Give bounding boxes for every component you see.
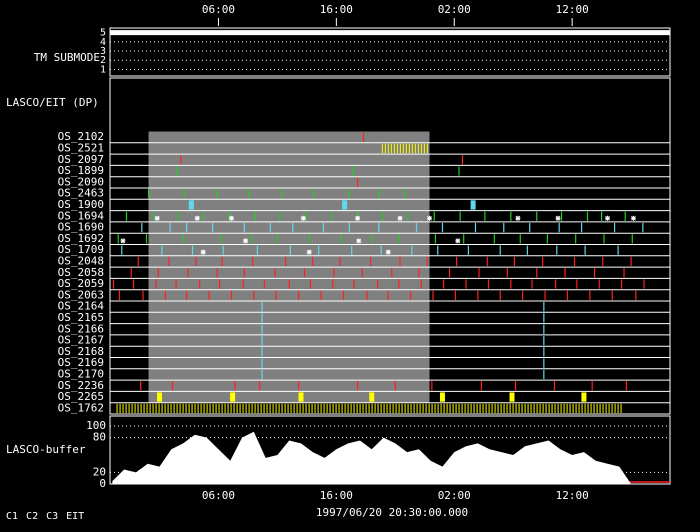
x-tick-label: 06:00 <box>202 489 235 502</box>
eit-star <box>306 249 312 255</box>
x-tick-label: 02:00 <box>438 3 471 16</box>
eit-star <box>555 215 561 221</box>
row-label: OS_2058 <box>58 266 104 279</box>
eit-star <box>397 215 403 221</box>
buffer-tick-label: 0 <box>99 477 106 490</box>
legend-entry: C1 <box>6 511 18 522</box>
eit-star <box>120 238 126 244</box>
row-label: OS_2169 <box>58 356 104 369</box>
row-label: OS_2059 <box>58 277 104 290</box>
tm-tick-label: 3 <box>100 46 106 57</box>
row-label: OS_2521 <box>58 141 104 154</box>
legend-entry: EIT <box>66 511 84 522</box>
legend-entry: C3 <box>46 511 58 522</box>
buffer-tick-label: 80 <box>93 431 106 444</box>
event-block <box>230 392 236 402</box>
row-label: OS_2236 <box>58 379 104 392</box>
row-label: OS_2097 <box>58 153 104 166</box>
eit-star <box>300 215 306 221</box>
row-label: OS_2167 <box>58 334 104 347</box>
event-block <box>157 392 163 402</box>
eit-star <box>200 249 206 255</box>
legend-entry: C2 <box>26 511 38 522</box>
eit-star <box>605 215 611 221</box>
event-block <box>439 392 445 402</box>
tm-tick-label: 1 <box>100 64 106 75</box>
event-block <box>188 200 194 210</box>
row-label: OS_2048 <box>58 254 104 267</box>
event-block <box>298 392 304 402</box>
eit-star <box>356 238 362 244</box>
event-block <box>342 200 348 210</box>
eit-star <box>355 215 361 221</box>
row-label: OS_1899 <box>58 164 104 177</box>
eit-star <box>243 238 249 244</box>
eit-star <box>630 215 636 221</box>
tm-panel <box>109 27 671 77</box>
row-label: OS_2090 <box>58 175 104 188</box>
tm-label: TM SUBMODE <box>34 51 100 64</box>
buffer-area <box>112 431 632 484</box>
event-block <box>509 392 515 402</box>
eit-star <box>385 249 391 255</box>
eit-star <box>154 215 160 221</box>
row-label: OS_1692 <box>58 232 104 245</box>
tm-tick-label: 5 <box>100 28 106 39</box>
row-label: OS_2265 <box>58 390 104 403</box>
row-label: OS_1709 <box>58 243 104 256</box>
dp-label: LASCO/EIT (DP) <box>6 96 99 109</box>
row-label: OS_2166 <box>58 322 104 335</box>
tm-tick-label: 4 <box>100 37 106 48</box>
buffer-tick-label: 20 <box>93 465 106 478</box>
eit-star <box>228 215 234 221</box>
row-label: OS_1762 <box>58 401 104 414</box>
row-label: OS_1900 <box>58 198 104 211</box>
row-label: OS_2463 <box>58 187 104 200</box>
row-label: OS_1690 <box>58 221 104 234</box>
row-label: OS_2063 <box>58 288 104 301</box>
x-tick-label: 16:00 <box>320 489 353 502</box>
x-tick-label: 06:00 <box>202 3 235 16</box>
row-label: OS_2170 <box>58 367 104 380</box>
eit-star <box>194 215 200 221</box>
tm-tick-label: 2 <box>100 55 106 66</box>
eit-star <box>515 215 521 221</box>
event-block <box>581 392 587 402</box>
date-label: 1997/06/20 20:30:00.000 <box>316 506 468 519</box>
x-tick-label: 12:00 <box>556 3 589 16</box>
x-tick-label: 12:00 <box>556 489 589 502</box>
buffer-tick-label: 100 <box>86 419 106 432</box>
x-tick-label: 02:00 <box>438 489 471 502</box>
row-label: OS_2168 <box>58 345 104 358</box>
event-block <box>470 200 476 210</box>
buffer-label: LASCO-buffer <box>6 443 86 456</box>
eit-star <box>426 215 432 221</box>
event-block <box>369 392 375 402</box>
row-label: OS_2164 <box>58 300 105 313</box>
row-label: OS_1694 <box>58 209 105 222</box>
row-label: OS_2102 <box>58 130 104 143</box>
x-tick-label: 16:00 <box>320 3 353 16</box>
row-label: OS_2165 <box>58 311 104 324</box>
eit-star <box>455 238 461 244</box>
